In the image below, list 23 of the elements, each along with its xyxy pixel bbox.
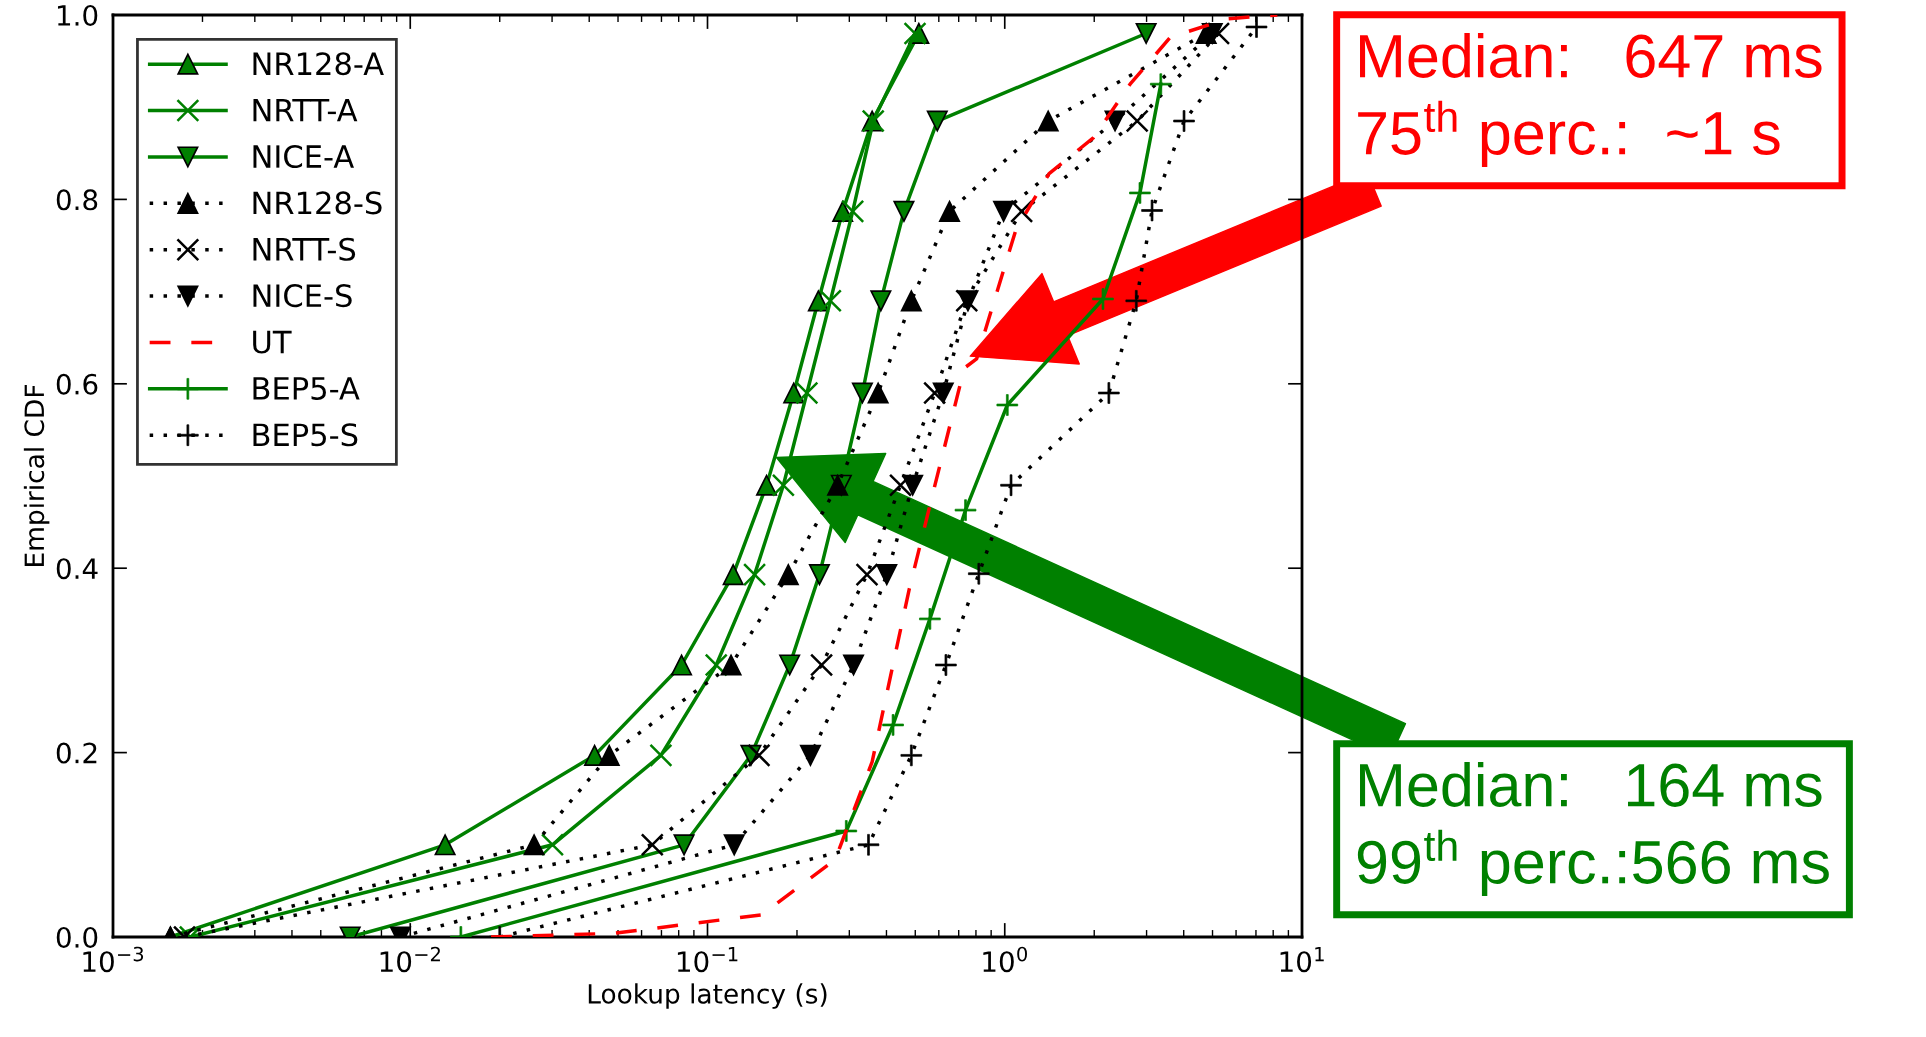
legend-label: NICE-S: [253, 284, 352, 308]
y-tick-label: 0.8: [56, 189, 98, 211]
x-tick-label: 10$^{1}$: [1280, 947, 1324, 973]
legend-label: NR128-S: [253, 191, 382, 215]
legend-label: UT: [253, 330, 292, 354]
text: Median: 164 ms 99$^{th}$ perc.:566 ms: [1357, 762, 1829, 896]
x-tick-label: 10$^{0}$: [983, 946, 1027, 973]
legend-label: NRTT-S: [253, 237, 356, 261]
legend-label: BEP5-S: [253, 423, 358, 447]
legend-label: NICE-A: [253, 144, 354, 169]
y-tick-label: 1.0: [57, 4, 98, 26]
y-tick-label: 0.2: [56, 742, 97, 764]
legend-label: NR128-A: [253, 52, 384, 76]
y-tick-label: 0.0: [56, 926, 98, 948]
x-tick-label: 10$^{−2}$: [380, 946, 440, 973]
text: Median: 647 ms 75$^{th}$ perc.: ~1 s: [1358, 33, 1822, 167]
legend-label: NRTT-A: [253, 98, 358, 122]
y-tick-label: 0.6: [56, 373, 98, 395]
x-axis-title: Lookup latency (s): [588, 983, 827, 1009]
y-axis-title: Empirical CDF: [23, 385, 50, 566]
x-tick-label: 10$^{−1}$: [677, 947, 738, 973]
legend-label: BEP5-A: [253, 377, 360, 400]
y-tick-label: 0.4: [56, 558, 98, 580]
